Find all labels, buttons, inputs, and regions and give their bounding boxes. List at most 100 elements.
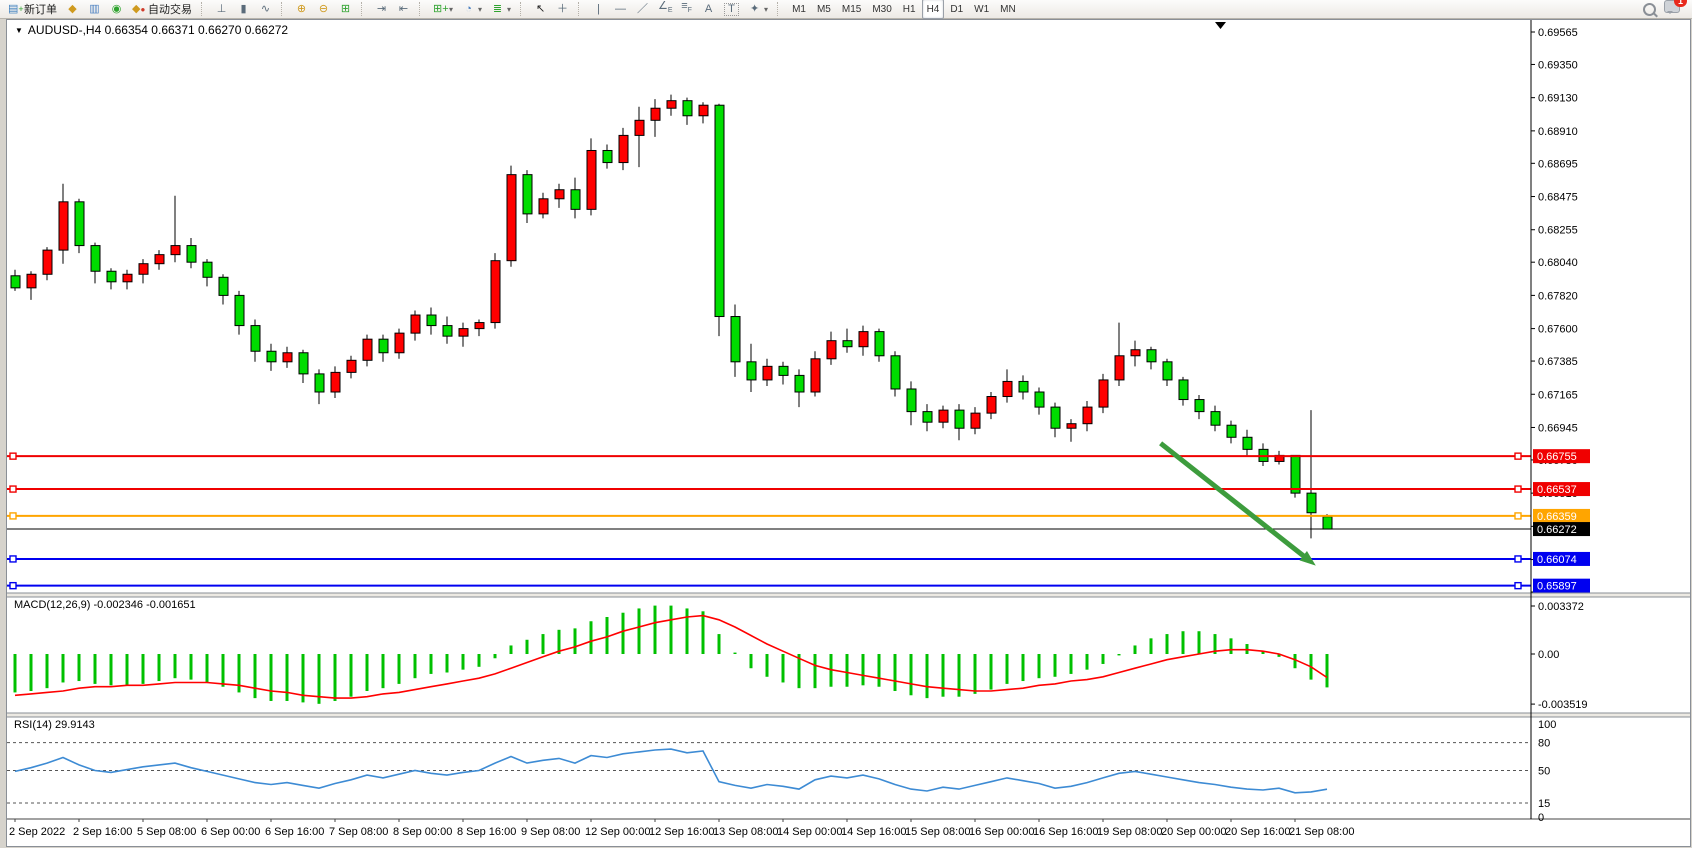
line-handle[interactable] [9, 512, 17, 520]
metaeditor-icon: ◆ [68, 3, 77, 15]
search-icon[interactable] [1643, 2, 1656, 16]
candle-down [1050, 406, 1061, 429]
tile-windows-button[interactable]: ⊞ [335, 0, 356, 18]
time-axis-label: 20 Sep 00:00 [1161, 826, 1226, 838]
line-handle[interactable] [1514, 581, 1522, 590]
timeframe-h1-button[interactable]: H1 [902, 3, 916, 15]
crosshair-tool-button[interactable]: ＋ [552, 0, 573, 18]
notification-badge: 1 [1674, 0, 1687, 7]
candle-up [138, 263, 149, 275]
candle-up [154, 254, 165, 265]
chart-shift-button[interactable]: ⇤ [393, 0, 414, 18]
panel-splitter[interactable] [7, 713, 1690, 717]
line-handle[interactable] [9, 485, 17, 493]
trendline-icon: ／ [637, 3, 649, 15]
timeframe-mn-button[interactable]: MN [1000, 3, 1016, 15]
zoom-out-button[interactable]: ⊖ [313, 0, 334, 18]
auto-scroll-button[interactable]: ⇥ [371, 0, 392, 18]
label-tool-button[interactable]: T [720, 0, 743, 18]
candle-up [858, 331, 869, 348]
candle-up [1002, 380, 1013, 398]
price-line-label: 0.66537 [1537, 484, 1577, 496]
toolbar-separator [578, 2, 584, 16]
cursor-tool-button[interactable]: ↖ [530, 0, 551, 18]
price-line-label-box [1533, 551, 1590, 566]
candle-up [1066, 423, 1077, 429]
candle-up [490, 260, 501, 324]
candle-down [954, 409, 965, 429]
auto-trading-button[interactable]: ◆● 自动交易 [128, 0, 196, 18]
panel-splitter[interactable] [7, 593, 1690, 597]
line-handle[interactable] [9, 581, 17, 590]
chart-shift-marker[interactable] [1215, 22, 1226, 29]
timeframe-d1-button[interactable]: D1 [950, 3, 964, 15]
trendline-tool-button[interactable]: ／ [632, 0, 653, 18]
line-handle[interactable] [1514, 555, 1522, 563]
candle-down [714, 104, 725, 318]
new-order-icon: ▤+ [8, 3, 24, 15]
time-axis-label: 2 Sep 16:00 [73, 826, 132, 838]
auto-trading-icon: ◆● [132, 2, 146, 15]
channel-tool-button[interactable]: ∠E [654, 0, 675, 18]
macd-axis-label: 0.003372 [1538, 601, 1584, 613]
new-chart-button[interactable]: ⊞+ ▾ [433, 3, 454, 15]
candle-down [202, 261, 213, 278]
candle-down [842, 340, 853, 348]
chart-quote-line[interactable]: ▼ AUDUSD-,H4 0.66354 0.66371 0.66270 0.66… [15, 23, 288, 37]
timeframe-w1-button[interactable]: W1 [974, 3, 990, 15]
symbol-dropdown-icon: ▼ [15, 26, 23, 35]
line-chart-button[interactable]: ∿ [255, 0, 276, 18]
crosshair-icon: ＋ [557, 3, 569, 15]
zoom-in-icon: ⊕ [296, 3, 307, 15]
fibonacci-tool-button[interactable]: ≡F [676, 0, 697, 18]
candlestick-chart-button[interactable]: ▮ [233, 0, 254, 18]
candle-down [1226, 424, 1237, 438]
candle-down [234, 294, 245, 327]
timeframe-m30-button[interactable]: M30 [872, 3, 892, 15]
line-handle[interactable] [1514, 485, 1522, 493]
bar-chart-button[interactable]: ⊥ [211, 0, 232, 18]
arrows-tool-button[interactable]: ✦ ▾ [749, 3, 769, 15]
metaeditor-button[interactable]: ◆ [62, 0, 83, 18]
trend-arrow-head[interactable] [1299, 550, 1316, 566]
chart-canvas[interactable]: 0.69565 0.69350 0.69130 0.68910 0.68695 0.684… [7, 20, 1690, 846]
rsi-axis-label: 15 [1538, 798, 1550, 810]
price-tick-label: 0.67165 [1538, 389, 1578, 401]
line-handle[interactable] [1514, 512, 1522, 520]
line-handle[interactable] [1514, 452, 1522, 460]
trend-arrow-object[interactable] [1159, 441, 1310, 562]
candle-up [554, 189, 565, 200]
indicators-button[interactable]: ≣ ▾ [492, 3, 512, 15]
terminal-button[interactable]: ▥ [84, 0, 105, 18]
candle-down [10, 275, 21, 289]
candle-up [538, 198, 549, 215]
cursor-icon: ↖ [535, 3, 546, 15]
vertical-line-icon: | [597, 3, 600, 15]
price-tick-label: 0.69350 [1538, 59, 1578, 71]
new-order-button[interactable]: ▤+ 新订单 [4, 0, 61, 18]
line-handle[interactable] [9, 555, 17, 563]
price-line-label-box [1533, 578, 1590, 593]
vertical-line-tool-button[interactable]: | [588, 0, 609, 18]
timeframe-m5-button[interactable]: M5 [816, 3, 831, 15]
candle-up [362, 338, 373, 361]
candle-down [218, 276, 229, 296]
signals-button[interactable]: ◉ [106, 0, 127, 18]
candle-up [1130, 349, 1141, 357]
candle-down [250, 325, 261, 352]
periods-button[interactable]: ◔ ▾ [458, 0, 486, 18]
candle-up [26, 273, 37, 289]
timeframe-m15-button[interactable]: M15 [841, 3, 862, 15]
candle-down [266, 350, 277, 363]
zoom-in-button[interactable]: ⊕ [291, 0, 312, 18]
text-tool-button[interactable]: A [698, 0, 719, 18]
candle-up [1098, 379, 1109, 408]
candle-down [730, 316, 741, 363]
line-handle[interactable] [9, 452, 17, 460]
candle-down [1178, 379, 1189, 401]
timeframe-m1-button[interactable]: M1 [792, 3, 806, 15]
horizontal-line-tool-button[interactable]: — [610, 0, 631, 18]
timeframe-h4-button[interactable]: H4 [921, 0, 945, 19]
price-tick-label: 0.67820 [1538, 290, 1578, 302]
notifications-button[interactable]: 1 [1664, 0, 1687, 18]
